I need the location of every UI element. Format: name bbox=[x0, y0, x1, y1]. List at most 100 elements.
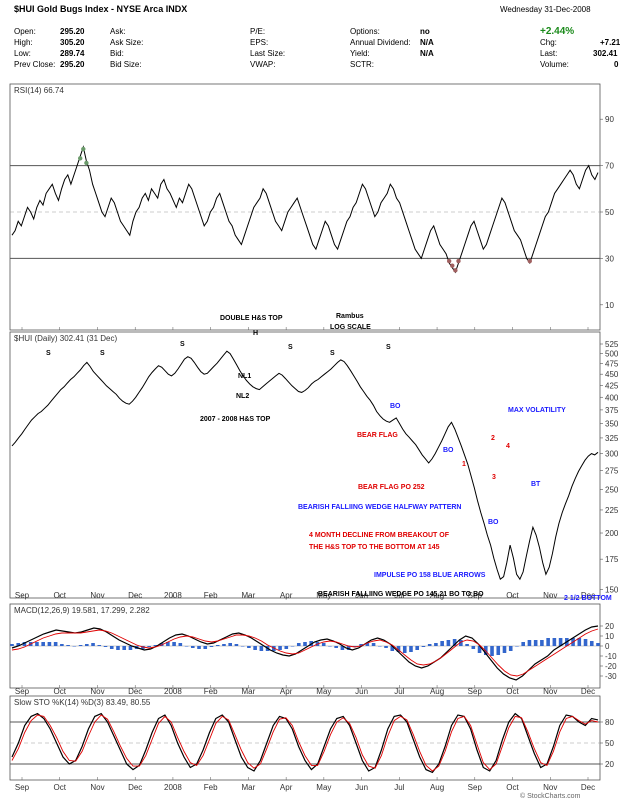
y-tick-label: 50 bbox=[605, 208, 614, 217]
macd-histogram-bar bbox=[490, 646, 494, 656]
x-tick-label: Aug bbox=[430, 783, 444, 792]
last-value: 302.41 bbox=[593, 49, 618, 58]
macd-histogram-bar bbox=[259, 646, 264, 651]
chart-title: $HUI Gold Bugs Index - NYSE Arca INDX bbox=[14, 4, 187, 14]
x-tick-label: Sep bbox=[15, 591, 30, 600]
y-tick-label: 275 bbox=[605, 467, 619, 476]
macd-histogram-bar bbox=[589, 641, 594, 646]
x-tick-label: Apr bbox=[280, 687, 293, 696]
volume-label: Volume: bbox=[540, 60, 569, 69]
x-tick-label: Sep bbox=[468, 687, 483, 696]
annotation-label: S bbox=[288, 344, 293, 351]
macd-histogram-bar bbox=[147, 646, 151, 647]
annotations: DOUBLE H&S TOP Rambus LOG SCALE 2007 - 2008… bbox=[46, 313, 612, 602]
annotation-label: NL2 bbox=[236, 393, 249, 400]
quote-cell-2-2: Bid: bbox=[110, 49, 124, 58]
x-tick-label: 2008 bbox=[164, 687, 182, 696]
y-tick-label: 400 bbox=[605, 393, 619, 402]
macd-histogram-bar bbox=[415, 646, 420, 650]
panel-title: RSI(14) 66.74 bbox=[14, 86, 64, 95]
macd-histogram-bar bbox=[22, 642, 27, 646]
macd-histogram-bar bbox=[234, 644, 239, 646]
macd-histogram-bar bbox=[184, 646, 189, 647]
macd-histogram-bar bbox=[240, 646, 245, 647]
x-tick-label: Feb bbox=[204, 783, 218, 792]
quote-cell-1-7: N/A bbox=[420, 38, 434, 47]
macd-histogram-bar bbox=[353, 646, 357, 647]
macd-histogram-bar bbox=[496, 646, 501, 655]
y-tick-label: 300 bbox=[605, 450, 619, 459]
macd-histogram-bar bbox=[116, 646, 120, 650]
x-tick-label: Oct bbox=[54, 687, 67, 696]
macd-histogram-bar bbox=[197, 646, 201, 649]
macd-histogram-bar bbox=[296, 643, 301, 646]
macd-histogram-bar bbox=[166, 642, 170, 646]
macd-histogram-bar bbox=[284, 646, 289, 649]
macd-histogram-bar bbox=[521, 642, 525, 646]
time-axis: Sep Sep Sep Oct Oct Oct Nov Nov Nov Dec Dec Dec 2008… bbox=[15, 327, 595, 792]
macd-histogram-bar bbox=[228, 643, 232, 646]
x-tick-label: Jun bbox=[355, 783, 368, 792]
macd-histogram-bar bbox=[409, 646, 413, 652]
annotation-label: BO bbox=[443, 447, 454, 454]
y-tick-label: 350 bbox=[605, 419, 619, 428]
macd-histogram-bar bbox=[122, 646, 127, 650]
x-tick-label: Jul bbox=[394, 687, 404, 696]
macd-histogram-bar bbox=[172, 642, 176, 646]
panel-frame bbox=[9, 331, 601, 599]
panel-title: Slow STO %K(14) %D(3) 83.49, 80.55 bbox=[14, 698, 151, 707]
macd-histogram-bar bbox=[446, 640, 451, 646]
y-tick-label: 200 bbox=[605, 529, 619, 538]
x-tick-label: Feb bbox=[204, 687, 218, 696]
macd-histogram-bar bbox=[502, 646, 507, 653]
annotation-label: S bbox=[100, 350, 105, 357]
macd-histogram-bar bbox=[402, 646, 407, 653]
quote-cell-0-7: no bbox=[420, 27, 430, 36]
chg-value: +7.21 bbox=[600, 38, 621, 47]
macd-histogram-bar bbox=[577, 638, 582, 646]
annotation-label: S bbox=[46, 350, 51, 357]
x-tick-label: 2008 bbox=[164, 591, 182, 600]
annotation-label: BO bbox=[390, 403, 401, 410]
macd-histogram-bar bbox=[378, 646, 382, 647]
x-tick-label: Oct bbox=[506, 591, 519, 600]
price-line bbox=[11, 350, 599, 581]
x-tick-label: May bbox=[316, 783, 331, 792]
quote-cell-3-2: Bid Size: bbox=[110, 60, 142, 69]
macd-histogram-bar bbox=[190, 646, 195, 648]
x-tick-label: 2008 bbox=[164, 783, 182, 792]
macd-histogram-bar bbox=[552, 638, 557, 646]
change-percent: +2.44% bbox=[540, 26, 574, 37]
annotation-label: 2007 - 2008 H&S TOP bbox=[200, 416, 271, 423]
panel-frame bbox=[9, 695, 601, 781]
macd-histogram-bar bbox=[440, 641, 444, 646]
macd-histogram-bar bbox=[153, 645, 158, 646]
quote-cell-3-1: 295.20 bbox=[60, 60, 85, 69]
macd-histogram-bar bbox=[421, 646, 426, 647]
macd-histogram-bar bbox=[41, 642, 45, 646]
macd-histogram-bar bbox=[334, 646, 338, 648]
y-tick-label: 250 bbox=[605, 485, 619, 494]
y-tick-label: 20 bbox=[605, 622, 614, 631]
oversold-mark bbox=[527, 258, 532, 264]
chart-date: Wednesday 31-Dec-2008 bbox=[500, 5, 591, 14]
y-tick-label: 325 bbox=[605, 434, 619, 443]
macd-histogram-bar bbox=[340, 646, 345, 650]
macd-histogram-bar bbox=[533, 640, 538, 646]
quote-cell-0-4: P/E: bbox=[250, 27, 265, 36]
x-tick-label: Aug bbox=[430, 687, 444, 696]
macd-histogram-bar bbox=[365, 643, 370, 646]
x-tick-label: Sep bbox=[15, 783, 30, 792]
macd-histogram-bar bbox=[452, 639, 457, 646]
last-label: Last: bbox=[540, 49, 557, 58]
macd-histogram-bar bbox=[546, 638, 550, 646]
annotation-label: BEARISH FALLIING WEDGE HALFWAY PATTERN bbox=[298, 504, 461, 511]
panel-title: MACD(12,26,9) 19.581, 17.299, 2.282 bbox=[14, 606, 150, 615]
x-tick-label: Mar bbox=[242, 687, 256, 696]
x-tick-label: Dec bbox=[581, 687, 595, 696]
macd-histogram-bar bbox=[253, 646, 257, 650]
macd-histogram-bar bbox=[346, 646, 351, 650]
annotation-label: NL1 bbox=[238, 373, 251, 380]
quote-cell-1-1: 305.20 bbox=[60, 38, 85, 47]
macd-histogram-bar bbox=[359, 644, 363, 646]
